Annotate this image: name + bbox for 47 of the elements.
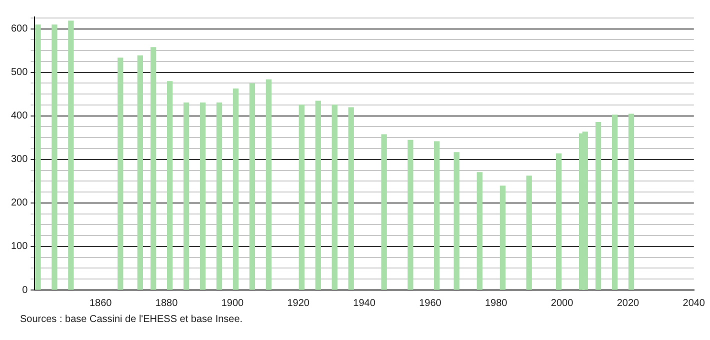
bar [216,102,222,290]
x-tick-label: 1880 [155,298,178,309]
bar [232,88,239,290]
bar [595,122,602,290]
bar [476,172,482,290]
bar [628,114,634,290]
bar [150,47,156,290]
bar [118,58,124,290]
y-tick-label: 0 [22,284,28,296]
x-tick-label: 2000 [550,298,574,309]
bar [266,79,272,290]
y-tick-label: 500 [10,67,28,78]
bar [298,104,304,290]
x-tick-label: 2040 [682,298,706,309]
bar [434,141,440,290]
bar [582,132,588,290]
bar [166,81,173,290]
bar [35,24,41,290]
y-tick-label: 100 [10,241,28,252]
bar [200,102,206,290]
x-tick-label: 1960 [419,298,442,309]
y-tick-label: 300 [10,154,28,166]
bar [500,186,506,290]
x-tick-label: 2020 [616,298,640,309]
x-tick-label: 1940 [353,298,376,309]
x-tick-label: 1980 [484,298,508,309]
bar [381,134,387,290]
bar [183,102,190,290]
bar [612,114,618,290]
x-tick-label: 1920 [287,298,310,309]
source-note: Sources : base Cassini de l'EHESS et base Insee. [20,314,244,325]
bar [556,153,562,290]
bar [526,176,532,290]
bar [408,140,414,290]
y-tick-label: 600 [10,24,28,35]
y-tick-label: 200 [10,198,28,209]
bar [315,100,321,290]
bar [332,104,338,290]
x-tick-label: 1900 [221,298,244,309]
bar [348,107,354,290]
x-tick-label: 1860 [89,298,112,309]
y-tick-label: 400 [10,110,28,122]
bar [137,55,143,290]
bar [68,20,74,290]
bar [249,83,256,290]
bar [454,152,460,290]
bar [52,24,58,290]
